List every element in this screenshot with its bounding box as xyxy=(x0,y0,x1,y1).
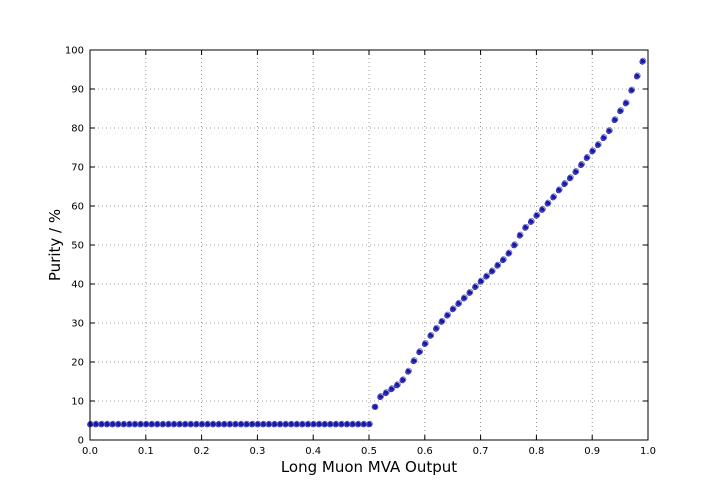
data-point xyxy=(422,340,429,347)
x-tick-label: 0.5 xyxy=(361,446,377,457)
data-point xyxy=(472,283,479,290)
x-tick-label: 0.4 xyxy=(305,446,321,457)
data-point xyxy=(606,127,613,134)
data-point xyxy=(522,223,530,231)
data-point xyxy=(600,134,608,141)
data-point xyxy=(561,180,569,187)
data-point xyxy=(572,168,580,175)
y-tick-label: 10 xyxy=(71,397,84,408)
data-point xyxy=(388,385,396,392)
grid-layer xyxy=(89,49,649,441)
data-point xyxy=(578,161,585,168)
data-point xyxy=(639,57,647,65)
data-point xyxy=(539,205,546,213)
data-point xyxy=(617,107,624,114)
data-point xyxy=(505,249,513,256)
x-tick-label: 1.0 xyxy=(640,446,656,457)
data-point xyxy=(611,116,619,123)
data-point xyxy=(394,381,401,388)
data-point xyxy=(623,99,630,106)
data-point xyxy=(511,241,518,248)
plot-frame xyxy=(89,49,649,441)
x-axis-label: Long Muon MVA Output xyxy=(281,458,457,476)
data-point xyxy=(628,86,636,93)
data-point xyxy=(377,393,384,400)
data-point xyxy=(494,261,502,269)
data-point xyxy=(556,186,563,193)
data-point xyxy=(489,267,496,274)
data-point xyxy=(383,389,390,396)
x-tick-label: 0.8 xyxy=(528,446,544,457)
y-tick-label: 60 xyxy=(71,202,84,213)
data-point xyxy=(584,154,591,161)
data-point xyxy=(595,141,602,148)
x-tick-label: 0.1 xyxy=(138,446,154,457)
y-tick-label: 20 xyxy=(71,358,84,369)
x-tick-label: 0.2 xyxy=(194,446,210,457)
data-point xyxy=(438,317,446,325)
data-point xyxy=(589,147,596,154)
data-point xyxy=(567,174,574,181)
y-axis-label: Purity / % xyxy=(46,209,64,281)
y-tick-label: 30 xyxy=(71,319,84,330)
data-point xyxy=(399,376,407,383)
data-point xyxy=(371,403,379,411)
data-point xyxy=(405,367,412,375)
tick-layer: 0.0 0.1 0.2 0.3 0.4 0.5 0.6 0.7 0.8 0.9 1.0 0 10 20 30… xyxy=(65,46,656,458)
data-point xyxy=(634,72,641,79)
y-tick-label: 0 xyxy=(78,436,84,447)
y-tick-label: 40 xyxy=(71,280,84,291)
x-tick-label: 0.0 xyxy=(82,446,98,457)
data-point xyxy=(411,357,418,364)
x-tick-label: 0.7 xyxy=(473,446,489,457)
data-point xyxy=(444,311,451,318)
points-layer xyxy=(87,57,647,428)
x-tick-label: 0.6 xyxy=(417,446,433,457)
y-tick-label: 100 xyxy=(65,46,84,57)
data-point xyxy=(416,348,424,355)
data-point xyxy=(550,193,557,200)
data-point xyxy=(478,277,485,285)
data-point xyxy=(366,420,373,428)
data-point xyxy=(427,331,435,339)
data-point xyxy=(528,217,535,225)
data-point xyxy=(450,305,457,312)
y-tick-label: 90 xyxy=(71,85,84,96)
x-tick-label: 0.3 xyxy=(249,446,265,457)
x-tick-label: 0.9 xyxy=(584,446,600,457)
data-point xyxy=(483,272,490,279)
data-point xyxy=(517,231,524,239)
data-point xyxy=(466,288,474,296)
y-tick-label: 70 xyxy=(71,163,84,174)
data-point xyxy=(433,324,440,332)
y-tick-label: 50 xyxy=(71,241,84,252)
data-point xyxy=(455,299,463,307)
y-tick-label: 80 xyxy=(71,124,84,135)
data-point xyxy=(544,199,552,207)
data-point xyxy=(500,256,507,263)
data-point xyxy=(533,211,541,219)
data-point xyxy=(461,294,468,301)
